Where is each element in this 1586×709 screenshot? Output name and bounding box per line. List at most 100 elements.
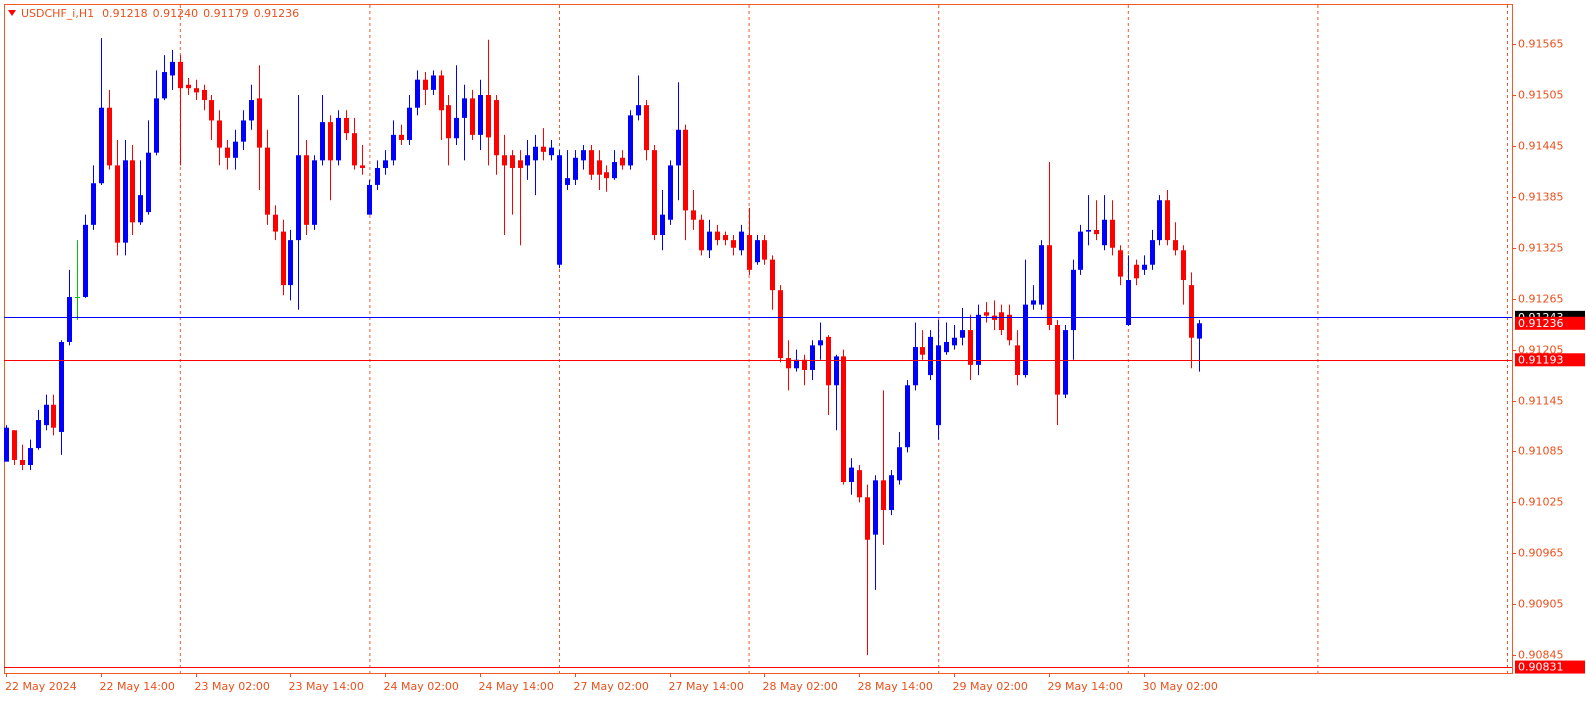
candle-body: [44, 404, 49, 426]
candle-body: [889, 475, 894, 511]
candle-body: [976, 314, 981, 365]
candle-body: [826, 336, 831, 386]
candle-body: [249, 100, 254, 121]
candle-body: [415, 79, 420, 108]
y-tick-label: 0.91445: [1518, 140, 1564, 153]
x-tick-label: 28 May 14:00: [858, 680, 933, 693]
candle-body: [265, 147, 270, 215]
candle-body: [1197, 323, 1202, 339]
candle-body: [478, 94, 483, 135]
candle-body: [936, 345, 941, 426]
candle-body: [281, 231, 286, 286]
candle-body: [360, 165, 365, 168]
plot-frame: [4, 4, 1513, 674]
candle-body: [984, 312, 989, 316]
candle-body: [273, 214, 278, 232]
candle-body: [1071, 269, 1076, 331]
candle-body: [257, 98, 262, 148]
candle-body: [818, 340, 823, 346]
candle-body: [1134, 264, 1139, 279]
candle-body: [810, 345, 815, 370]
candle-body: [723, 235, 728, 241]
candle-body: [928, 336, 933, 376]
candle-body: [486, 94, 491, 138]
candle-body: [1150, 240, 1155, 265]
candle-body: [802, 359, 807, 370]
candle-body: [288, 240, 293, 286]
candle-body: [36, 420, 41, 449]
price-line-label-bg: [1515, 660, 1585, 674]
candle-body: [1173, 240, 1178, 251]
candle-body: [1078, 231, 1083, 270]
candle-body: [1047, 245, 1052, 325]
candle-body: [1086, 229, 1091, 232]
candle-body: [707, 231, 712, 251]
x-tick-label: 23 May 02:00: [195, 680, 270, 693]
candle-body: [628, 115, 633, 166]
candle-body: [905, 385, 910, 448]
x-tick-label: 27 May 02:00: [574, 680, 649, 693]
candle-body: [1118, 250, 1123, 277]
candle-body: [83, 224, 88, 297]
candle-body: [241, 120, 246, 142]
candle-body: [999, 312, 1004, 331]
candle-body: [431, 75, 436, 90]
candle-body: [462, 98, 467, 118]
candle-body: [849, 467, 854, 483]
candle-body: [533, 146, 538, 161]
candle-body: [581, 150, 586, 161]
candle-body: [186, 84, 191, 89]
candle-body: [217, 120, 222, 148]
candle-body: [794, 359, 799, 369]
candle-body: [67, 296, 72, 342]
price-line-label: 0.91193: [1518, 353, 1564, 366]
ohlc-open: 0.91218: [102, 7, 148, 20]
candle-body: [367, 184, 372, 215]
candle-body: [683, 129, 688, 211]
candle-body: [304, 155, 309, 225]
candle-body: [770, 259, 775, 291]
x-tick-label: 22 May 14:00: [100, 680, 175, 693]
candles: [4, 38, 1202, 656]
y-tick-label: 0.91325: [1518, 242, 1564, 255]
candle-body: [691, 210, 696, 220]
candle-body: [75, 296, 80, 298]
candle-body: [786, 358, 791, 369]
ohlc-high: 0.91240: [153, 7, 199, 20]
y-tick-label: 0.90965: [1518, 547, 1564, 560]
candle-body: [1110, 219, 1115, 248]
candle-body: [881, 480, 886, 511]
candle-body: [865, 497, 870, 540]
candle-body: [1023, 304, 1028, 376]
current-price-label: 0.91236: [1518, 317, 1564, 330]
y-tick-label: 0.91265: [1518, 293, 1564, 306]
candle-body: [952, 337, 957, 346]
y-tick-label: 0.91145: [1518, 395, 1564, 408]
candle-body: [913, 347, 918, 386]
candle-body: [873, 480, 878, 535]
candle-body: [676, 129, 681, 166]
y-tick-label: 0.91205: [1518, 344, 1564, 357]
candle-body: [589, 150, 594, 175]
candle-body: [699, 219, 704, 251]
candle-body: [731, 240, 736, 248]
candle-body: [1039, 245, 1044, 305]
candle-body: [296, 155, 301, 241]
candle-body: [1031, 300, 1036, 305]
candle-body: [391, 134, 396, 161]
candle-body: [565, 178, 570, 185]
ohlc-close: 0.91236: [254, 7, 300, 20]
menu-triangle[interactable]: [8, 10, 16, 16]
candle-body: [715, 231, 720, 241]
x-tick-label: 30 May 02:00: [1143, 680, 1218, 693]
candle-body: [541, 146, 546, 152]
candle-body: [162, 72, 167, 99]
candle-body: [209, 100, 214, 121]
symbol: USDCHF_i,H1: [21, 7, 94, 20]
candle-body: [439, 75, 444, 111]
candle-body: [1055, 324, 1060, 395]
candle-body: [612, 162, 617, 179]
candle-body: [51, 404, 56, 428]
candle-body: [1094, 229, 1099, 235]
